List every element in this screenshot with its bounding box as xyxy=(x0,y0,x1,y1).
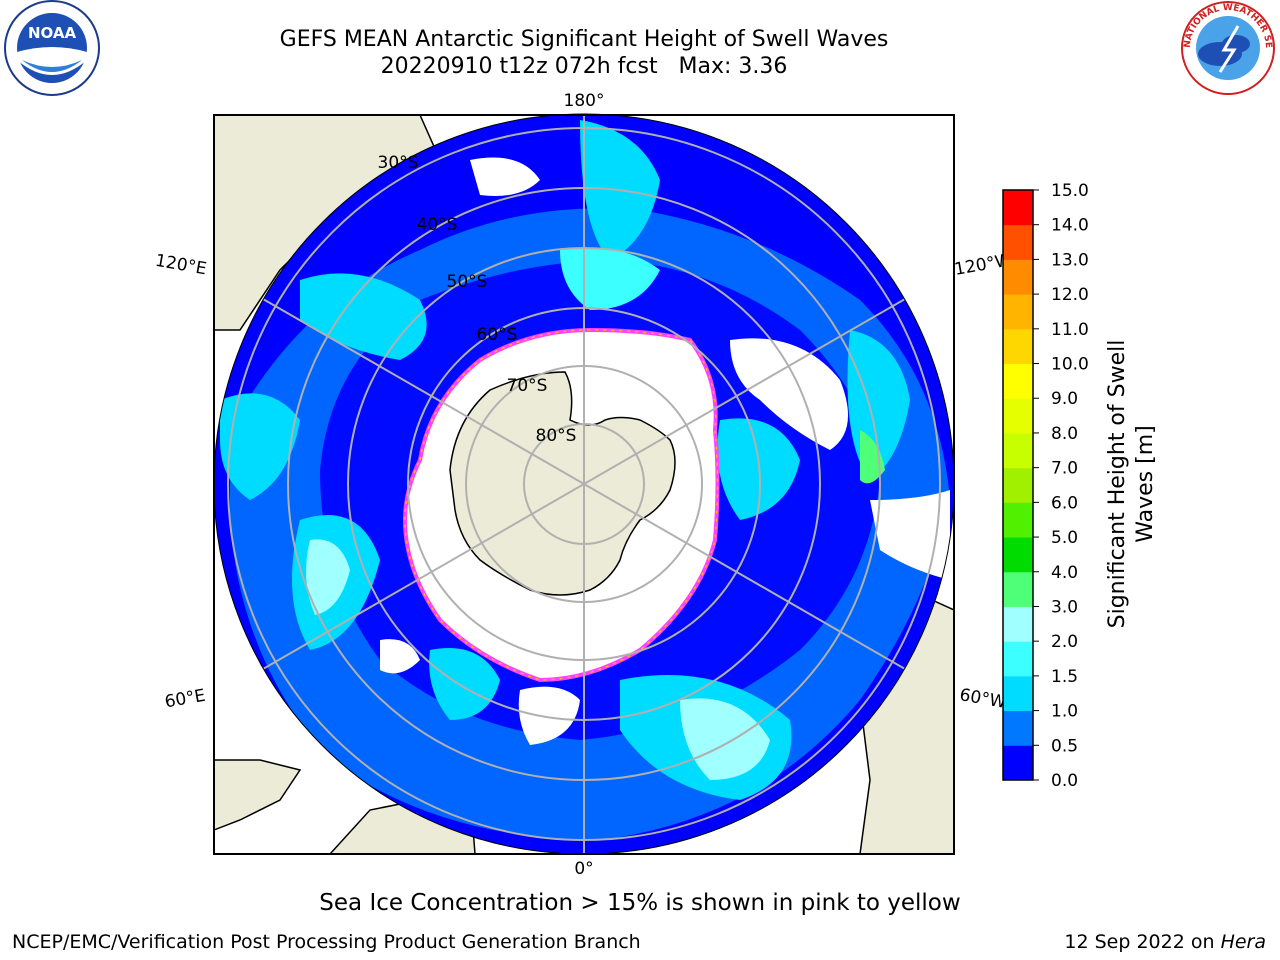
colorbar-tick-label: 6.0 xyxy=(1051,493,1078,513)
noaa-logo-text: NOAA xyxy=(28,24,77,42)
colorbar-swatch xyxy=(1003,537,1033,573)
colorbar-swatch xyxy=(1003,224,1033,260)
footer-date-text: 12 Sep 2022 on xyxy=(1064,931,1221,953)
colorbar-swatch xyxy=(1003,675,1033,712)
colorbar-tick-label: 15.0 xyxy=(1051,181,1089,201)
lat-label-70s: 70°S xyxy=(507,376,548,396)
ocean-field xyxy=(214,114,954,854)
colorbar-swatch xyxy=(1003,571,1033,607)
lat-label-50s: 50°S xyxy=(447,272,488,292)
colorbar-tick-label: 1.5 xyxy=(1051,667,1078,687)
lat-label-30s: 30°S xyxy=(378,153,419,173)
colorbar-swatch xyxy=(1003,294,1033,330)
colorbar-swatch xyxy=(1003,328,1033,365)
nws-logo: NATIONAL WEATHER SERVICE xyxy=(0,0,1275,95)
sea-ice-note: Sea Ice Concentration > 15% is shown in … xyxy=(319,890,961,916)
colorbar-tick-label: 13.0 xyxy=(1051,250,1089,270)
colorbar-tick-label: 8.0 xyxy=(1051,424,1078,444)
colorbar-swatch xyxy=(1003,641,1033,677)
footer-date: 12 Sep 2022 on Hera xyxy=(1064,931,1266,953)
colorbar-tick-label: 11.0 xyxy=(1051,320,1089,340)
map-frame xyxy=(213,114,955,855)
footer-host: Hera xyxy=(1220,931,1266,953)
colorbar-label-line1: Significant Height of Swell xyxy=(1105,340,1130,629)
lat-label-80s: 80°S xyxy=(536,426,577,446)
colorbar-tick-label: 4.0 xyxy=(1051,563,1078,583)
meridian-label-60w: 60°W xyxy=(958,685,1008,713)
colorbar-tick-label: 1.0 xyxy=(1051,702,1078,722)
colorbar-swatch xyxy=(1003,259,1033,295)
colorbar-swatch xyxy=(1003,363,1033,399)
colorbar-swatch xyxy=(1003,398,1033,434)
footer-credit: NCEP/EMC/Verification Post Processing Pr… xyxy=(12,931,641,953)
colorbar: 0.0 0.5 1.0 1.5 2.0 3.0 4.0 5.0 6.0 7.0 8.0 9.0 10.0… xyxy=(1002,181,1089,791)
colorbar-swatch xyxy=(1003,190,1033,226)
colorbar-swatch xyxy=(1003,606,1033,642)
lat-label-40s: 40°S xyxy=(417,215,458,235)
colorbar-tick-label: 5.0 xyxy=(1051,528,1078,548)
meridian-label-120e: 120°E xyxy=(154,251,208,280)
colorbar-tick-label: 9.0 xyxy=(1051,389,1078,409)
colorbar-border xyxy=(1002,189,1034,781)
nws-logo-text: NATIONAL WEATHER SERVICE xyxy=(0,0,1273,49)
meridian-label-0: 0° xyxy=(574,859,593,879)
meridian-label-60e: 60°E xyxy=(163,686,207,713)
colorbar-tick-label: 7.0 xyxy=(1051,459,1078,479)
colorbar-tick-label: 10.0 xyxy=(1051,355,1089,375)
colorbar-tick-label: 2.0 xyxy=(1051,632,1078,652)
colorbar-swatch xyxy=(1003,502,1033,538)
lat-label-60s: 60°S xyxy=(477,325,518,345)
colorbar-swatch xyxy=(1003,467,1033,503)
colorbar-swatch xyxy=(1003,710,1033,746)
graticule xyxy=(227,114,941,854)
colorbar-tick-label: 14.0 xyxy=(1051,216,1089,236)
meridian-label-180: 180° xyxy=(564,91,605,111)
colorbar-swatch xyxy=(1003,432,1033,469)
colorbar-tick-label: 0.0 xyxy=(1051,771,1078,791)
colorbar-tick-label: 0.5 xyxy=(1051,736,1078,756)
colorbar-tick-label: 3.0 xyxy=(1051,597,1078,617)
colorbar-label-line2: Waves [m] xyxy=(1133,425,1158,542)
chart-title: GEFS MEAN Antarctic Significant Height o… xyxy=(279,27,889,52)
chart-subtitle: 20220910 t12z 072h fcst Max: 3.36 xyxy=(380,54,788,79)
land-africa xyxy=(214,759,302,831)
colorbar-swatch xyxy=(1003,745,1033,781)
noaa-logo: NOAA xyxy=(4,0,100,96)
colorbar-tick-label: 12.0 xyxy=(1051,285,1089,305)
